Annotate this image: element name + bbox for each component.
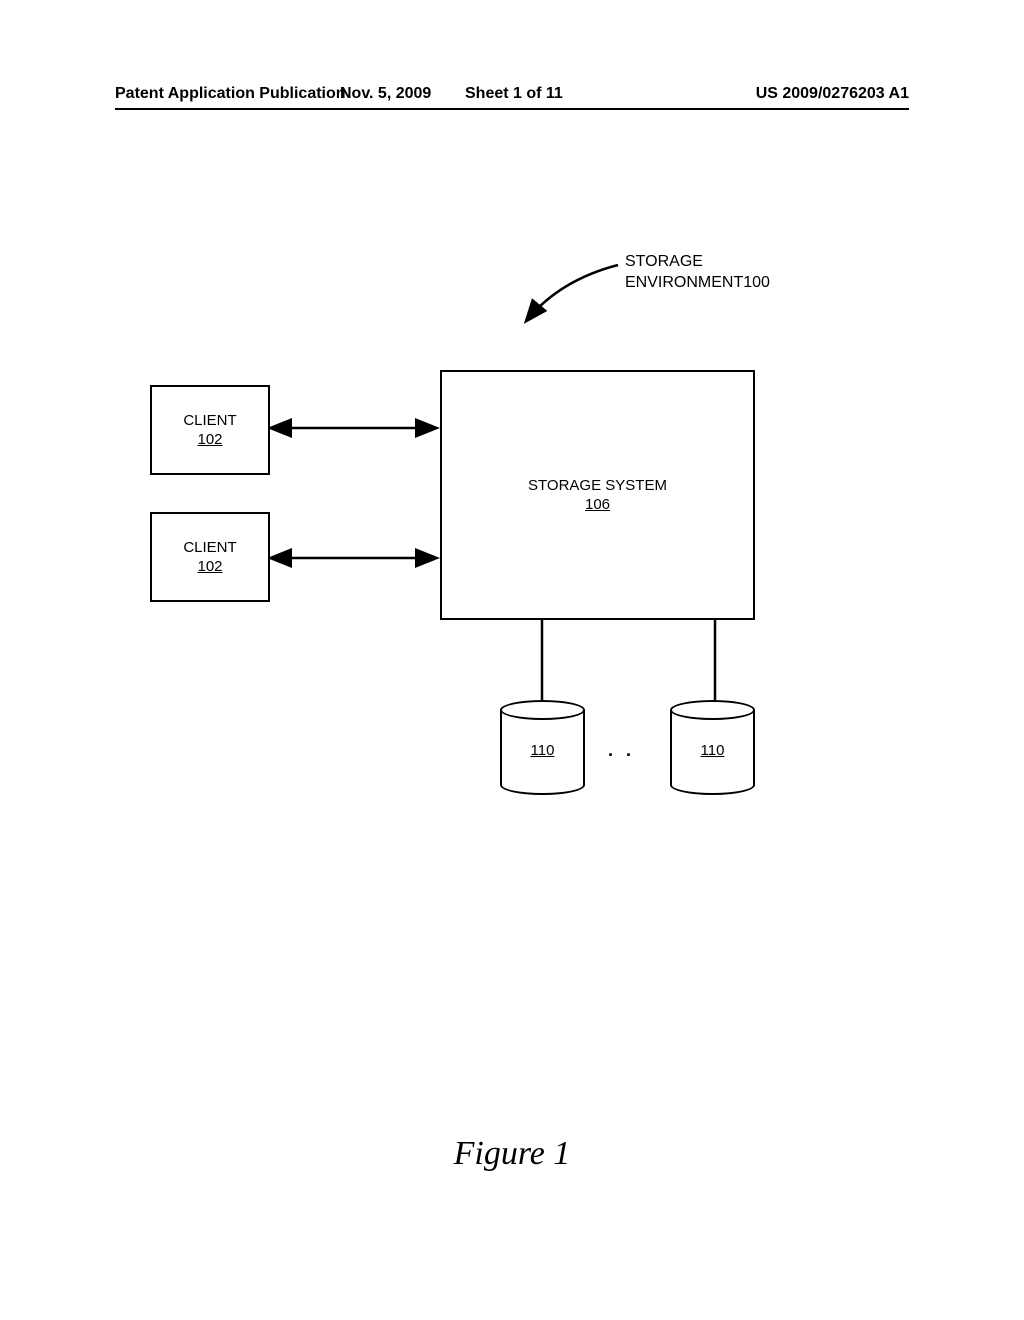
disk-cylinder-2: 110: [670, 700, 755, 795]
header-publication-type: Patent Application Publication: [115, 85, 346, 103]
callout-line1: STORAGE: [625, 252, 770, 273]
client-label: CLIENT: [183, 539, 236, 556]
environment-callout: STORAGE ENVIRONMENT100: [625, 252, 770, 294]
header-date: Nov. 5, 2009: [340, 85, 431, 103]
client-ref: 102: [197, 558, 222, 575]
header-sheet: Sheet 1 of 11: [465, 85, 563, 103]
disk-ref: 110: [500, 742, 585, 759]
figure-caption: Figure 1: [0, 1135, 1024, 1173]
ellipsis-dots: . .: [608, 740, 635, 761]
header-rule: [115, 108, 909, 110]
storage-environment-diagram: STORAGE ENVIRONMENT100 CLIENT 102 CLIENT…: [0, 250, 1024, 950]
storage-system-label: STORAGE SYSTEM: [528, 477, 667, 494]
page-header: Patent Application Publication Nov. 5, 2…: [0, 85, 1024, 103]
client-box-1: CLIENT 102: [150, 385, 270, 475]
disk-cylinder-1: 110: [500, 700, 585, 795]
client-ref: 102: [197, 431, 222, 448]
callout-line2: ENVIRONMENT100: [625, 273, 770, 294]
storage-system-ref: 106: [585, 496, 610, 513]
disk-ref: 110: [670, 742, 755, 759]
client-label: CLIENT: [183, 412, 236, 429]
header-pub-number: US 2009/0276203 A1: [756, 85, 909, 103]
client-box-2: CLIENT 102: [150, 512, 270, 602]
storage-system-box: STORAGE SYSTEM 106: [440, 370, 755, 620]
